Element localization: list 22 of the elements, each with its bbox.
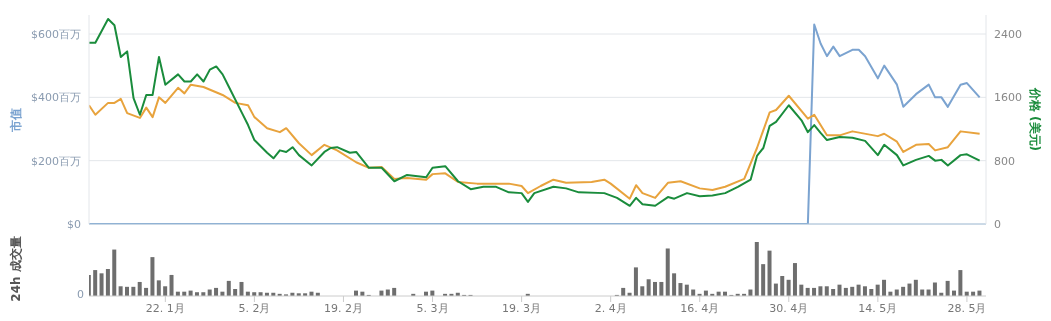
x-tick-label: 28. 5月	[947, 301, 987, 315]
y-tick-label: $0	[67, 217, 81, 231]
y2-tick-label: 2400	[994, 27, 1022, 41]
x-tick-label: 16. 4月	[680, 301, 720, 315]
x-tick-label: 30. 4月	[769, 301, 809, 315]
x-tick-label: 19. 3月	[502, 301, 542, 315]
x-tick-label: 22. 1月	[145, 301, 185, 315]
y-axis-title: 市值	[9, 107, 24, 133]
x-tick-label: 2. 4月	[594, 301, 627, 315]
x-tick-label: 5. 2月	[238, 301, 271, 315]
y2-tick-label: 800	[994, 154, 1015, 168]
y2-axis-title: 价格 (美元)	[1027, 86, 1042, 152]
x-tick-label: 5. 3月	[416, 301, 449, 315]
y-tick-label: $600百万	[31, 27, 81, 41]
y2-tick-label: 0	[994, 217, 1001, 231]
y2-tick-label: 1600	[994, 91, 1022, 105]
x-tick-label: 14. 5月	[858, 301, 898, 315]
y-tick-label: $200百万	[31, 154, 81, 168]
x-tick-label: 19. 2月	[323, 301, 363, 315]
y-tick-label: $400百万	[31, 91, 81, 105]
y-axis-title: 24h 成交量	[9, 236, 24, 302]
text: 0	[77, 288, 84, 301]
